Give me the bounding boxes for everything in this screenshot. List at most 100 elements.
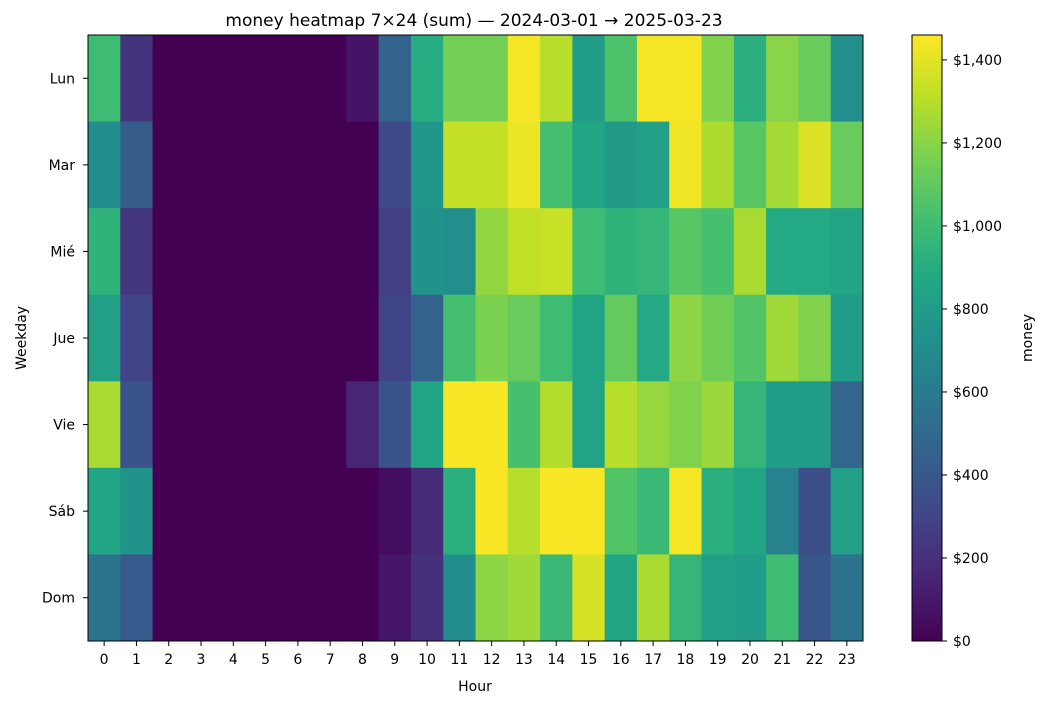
heatmap-cell bbox=[669, 294, 703, 382]
x-axis-label: Hour bbox=[458, 679, 492, 695]
x-tick-label: 17 bbox=[644, 652, 662, 668]
heatmap-cell bbox=[217, 208, 250, 296]
heatmap-cell bbox=[798, 35, 832, 123]
heatmap-cell bbox=[733, 121, 767, 209]
heatmap-cell bbox=[314, 208, 347, 296]
colorbar-tick-label: $800 bbox=[953, 302, 989, 318]
heatmap-cell bbox=[443, 381, 476, 469]
heatmap-cell bbox=[184, 467, 218, 555]
heatmap-cell bbox=[701, 467, 735, 555]
heatmap-cell bbox=[314, 35, 347, 123]
heatmap-cell bbox=[669, 35, 703, 123]
heatmap-cell bbox=[346, 381, 380, 469]
heatmap-cell bbox=[669, 381, 703, 469]
heatmap-cell bbox=[604, 381, 638, 469]
heatmap-cell bbox=[249, 121, 283, 209]
heatmap-cell bbox=[669, 121, 703, 209]
heatmap-cell bbox=[249, 554, 283, 642]
y-tick-label: Mié bbox=[50, 244, 75, 260]
heatmap-cell bbox=[475, 381, 509, 469]
heatmap-cell bbox=[766, 381, 799, 469]
heatmap-cell bbox=[314, 294, 347, 382]
y-tick-label: Jue bbox=[52, 331, 75, 347]
heatmap-cell bbox=[572, 208, 606, 296]
heatmap-cell bbox=[249, 381, 283, 469]
heatmap-cell bbox=[636, 121, 670, 209]
heatmap-cell bbox=[733, 381, 767, 469]
heatmap-cell bbox=[572, 121, 606, 209]
heatmap-cell bbox=[540, 467, 573, 555]
heatmap-cell bbox=[249, 294, 283, 382]
heatmap-cell bbox=[346, 35, 380, 123]
heatmap-cell bbox=[443, 121, 476, 209]
heatmap-cell bbox=[217, 294, 250, 382]
heatmap-cell bbox=[701, 381, 735, 469]
heatmap-cell bbox=[475, 121, 509, 209]
heatmap-cell bbox=[604, 467, 638, 555]
heatmap-cell bbox=[443, 208, 476, 296]
heatmap-cell bbox=[798, 294, 832, 382]
x-tick-label: 11 bbox=[450, 652, 468, 668]
heatmap-cell bbox=[604, 554, 638, 642]
heatmap-cell bbox=[766, 208, 799, 296]
heatmap-cells bbox=[88, 35, 864, 642]
heatmap-cell bbox=[701, 208, 735, 296]
heatmap-cell bbox=[604, 208, 638, 296]
heatmap-cell bbox=[88, 35, 121, 123]
heatmap-cell bbox=[184, 208, 218, 296]
y-tick-label: Lun bbox=[50, 71, 75, 87]
heatmap-cell bbox=[636, 294, 670, 382]
heatmap-cell bbox=[410, 381, 444, 469]
x-tick-label: 1 bbox=[132, 652, 141, 668]
heatmap-cell bbox=[507, 208, 541, 296]
x-tick-label: 14 bbox=[547, 652, 565, 668]
heatmap-cell bbox=[766, 294, 799, 382]
heatmap-cell bbox=[378, 121, 412, 209]
heatmap-cell bbox=[152, 381, 186, 469]
heatmap-cell bbox=[475, 294, 509, 382]
heatmap-cell bbox=[378, 381, 412, 469]
x-tick-label: 2 bbox=[164, 652, 173, 668]
heatmap-cell bbox=[152, 35, 186, 123]
heatmap-cell bbox=[346, 121, 380, 209]
heatmap-cell bbox=[636, 381, 670, 469]
x-tick-label: 7 bbox=[326, 652, 335, 668]
heatmap-cell bbox=[507, 467, 541, 555]
colorbar-tick-label: $0 bbox=[953, 634, 971, 650]
heatmap-cell bbox=[410, 554, 444, 642]
heatmap-cell bbox=[184, 554, 218, 642]
heatmap-cell bbox=[378, 35, 412, 123]
heatmap-cell bbox=[281, 467, 315, 555]
heatmap-cell bbox=[281, 208, 315, 296]
heatmap-cell bbox=[701, 554, 735, 642]
heatmap-cell bbox=[88, 467, 121, 555]
heatmap-cell bbox=[249, 208, 283, 296]
colorbar-tick-label: $1,200 bbox=[953, 136, 1002, 152]
x-tick-label: 0 bbox=[100, 652, 109, 668]
heatmap-cell bbox=[830, 554, 864, 642]
colorbar-tick-label: $200 bbox=[953, 551, 989, 567]
x-tick-label: 8 bbox=[358, 652, 367, 668]
heatmap-cell bbox=[281, 35, 315, 123]
colorbar-ticks: $0 $200 $400 $600 $800 $1,000 $1,200 $1,400 bbox=[942, 53, 1002, 650]
heatmap-cell bbox=[346, 467, 380, 555]
heatmap-cell bbox=[120, 554, 154, 642]
heatmap-cell bbox=[249, 467, 283, 555]
heatmap-cell bbox=[410, 467, 444, 555]
x-tick-label: 4 bbox=[229, 652, 238, 668]
heatmap-cell bbox=[669, 208, 703, 296]
heatmap-cell bbox=[572, 381, 606, 469]
heatmap-cell bbox=[830, 294, 864, 382]
heatmap-cell bbox=[572, 35, 606, 123]
heatmap-cell bbox=[443, 554, 476, 642]
heatmap-cell bbox=[540, 35, 573, 123]
y-axis-label: Weekday bbox=[14, 306, 30, 370]
heatmap-cell bbox=[443, 35, 476, 123]
colorbar-label: money bbox=[1020, 314, 1036, 362]
heatmap-cell bbox=[475, 554, 509, 642]
heatmap-cell bbox=[120, 294, 154, 382]
y-tick-label: Mar bbox=[49, 158, 76, 174]
heatmap-cell bbox=[733, 467, 767, 555]
heatmap-cell bbox=[540, 554, 573, 642]
heatmap-cell bbox=[604, 35, 638, 123]
